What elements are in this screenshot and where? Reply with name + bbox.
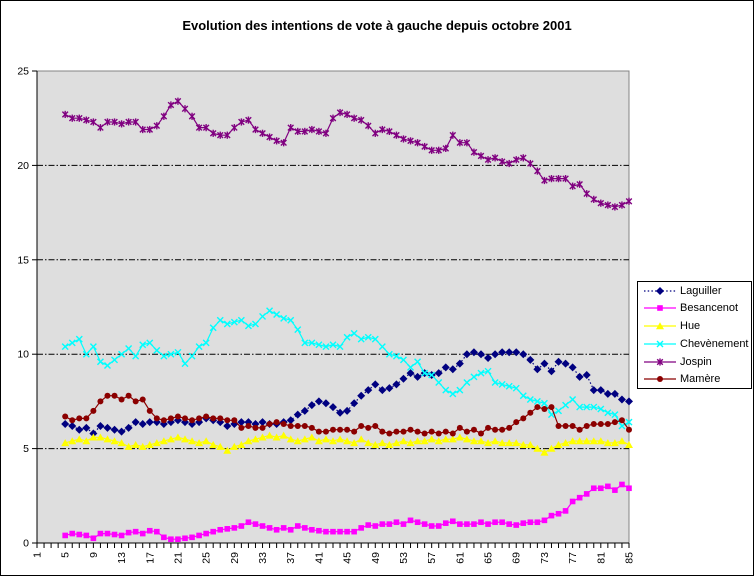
legend-sample-icon bbox=[644, 305, 676, 312]
x-axis-ticks bbox=[36, 543, 630, 548]
x-tick-label: 65 bbox=[483, 552, 495, 564]
x-tick-label: 85 bbox=[624, 552, 636, 564]
legend-item-label: Laguiller bbox=[680, 284, 722, 297]
x-tick-label: 77 bbox=[567, 552, 579, 564]
legend-item: Hue bbox=[643, 317, 751, 335]
series-hue bbox=[61, 431, 633, 456]
legend-sample-icon bbox=[644, 376, 676, 383]
y-tick-label: 25 bbox=[17, 66, 29, 78]
y-tick-labels: 0 5 10 15 20 25 bbox=[17, 66, 29, 550]
legend-item-label: Chevènement bbox=[680, 337, 749, 350]
x-tick-label: 73 bbox=[539, 552, 551, 564]
x-tick-label: 57 bbox=[426, 552, 438, 564]
legend: Laguiller Besancenot Hue Chevènement Jospin M… bbox=[637, 281, 752, 389]
y-tick-label: 10 bbox=[17, 349, 29, 361]
x-tick-label: 9 bbox=[88, 552, 100, 558]
chart-title: Evolution des intentions de vote à gauch… bbox=[182, 18, 572, 33]
x-tick-label: 5 bbox=[60, 552, 72, 558]
legend-item-label: Jospin bbox=[680, 355, 712, 368]
x-tick-label: 1 bbox=[32, 552, 44, 558]
series-besancenot bbox=[62, 481, 632, 543]
y-axis-ticks bbox=[32, 70, 37, 544]
x-tick-label: 37 bbox=[285, 552, 297, 564]
x-tick-label: 29 bbox=[229, 552, 241, 564]
legend-item: Besancenot bbox=[643, 300, 751, 318]
x-tick-label: 41 bbox=[313, 552, 325, 564]
y-tick-label: 0 bbox=[23, 538, 29, 550]
x-tick-label: 53 bbox=[398, 552, 410, 564]
x-tick-label: 33 bbox=[257, 552, 269, 564]
legend-sample-icon bbox=[644, 340, 676, 348]
legend-sample-icon bbox=[644, 357, 676, 366]
x-tick-label: 21 bbox=[172, 552, 184, 564]
x-tick-label: 17 bbox=[144, 552, 156, 564]
gridlines bbox=[37, 164, 629, 450]
legend-item-label: Mamère bbox=[680, 373, 721, 386]
x-tick-labels: 1 5 9 13 17 21 25 29 33 37 41 45 49 53 57 61 65 69 73 77 81 8… bbox=[32, 552, 636, 564]
x-tick-label: 25 bbox=[201, 552, 213, 564]
legend-item: Mamère bbox=[643, 370, 751, 388]
x-tick-label: 13 bbox=[116, 552, 128, 564]
y-tick-label: 20 bbox=[17, 160, 29, 172]
series-mamere bbox=[62, 392, 632, 437]
legend-item-label: Hue bbox=[680, 320, 701, 333]
series-chevenement bbox=[61, 307, 633, 430]
y-tick-label: 5 bbox=[23, 443, 29, 455]
y-tick-label: 15 bbox=[17, 254, 29, 266]
legend-item: Laguiller bbox=[643, 282, 751, 300]
x-tick-label: 49 bbox=[370, 552, 382, 564]
x-tick-label: 45 bbox=[342, 552, 354, 564]
legend-sample-icon bbox=[644, 322, 676, 330]
legend-sample-icon bbox=[644, 286, 676, 295]
series-jospin bbox=[61, 97, 633, 211]
plot-area-bg bbox=[36, 70, 630, 544]
legend-item: Jospin bbox=[643, 353, 751, 371]
x-tick-label: 69 bbox=[511, 552, 523, 564]
legend-item: Chevènement bbox=[643, 335, 751, 353]
x-tick-label: 61 bbox=[454, 552, 466, 564]
x-tick-label: 81 bbox=[595, 552, 607, 564]
legend-item-label: Besancenot bbox=[680, 302, 739, 315]
